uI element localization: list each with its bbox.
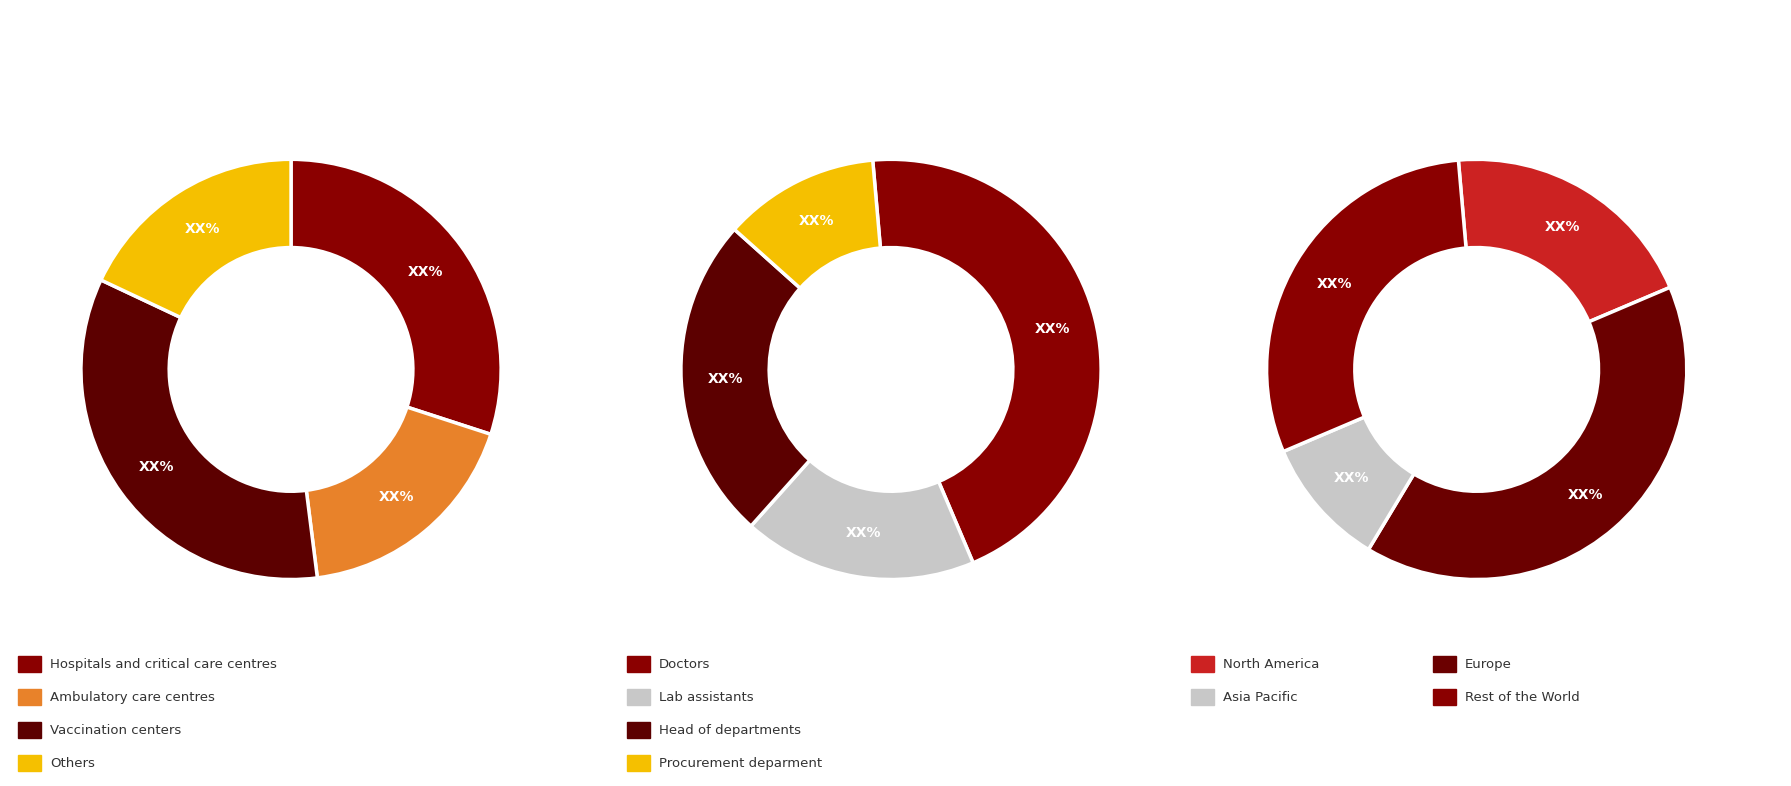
Wedge shape	[290, 160, 501, 435]
Text: Ambulatory care centres: Ambulatory care centres	[50, 691, 215, 703]
Wedge shape	[306, 407, 491, 578]
Text: Others: Others	[50, 757, 95, 769]
Text: XX%: XX%	[1334, 472, 1368, 485]
Text: Hospitals and critical care centres: Hospitals and critical care centres	[50, 658, 278, 670]
Text: XX%: XX%	[408, 265, 442, 279]
Text: Lab assistants: Lab assistants	[659, 691, 754, 703]
Text: BY REGION: BY REGION	[1410, 65, 1530, 84]
Text: XX%: XX%	[1544, 220, 1580, 234]
Bar	[1191, 656, 1214, 672]
Wedge shape	[1284, 417, 1413, 549]
Bar	[1433, 656, 1456, 672]
Text: XX%: XX%	[1316, 277, 1352, 291]
Text: XX%: XX%	[1035, 322, 1069, 336]
Text: Europe: Europe	[1465, 658, 1512, 670]
Wedge shape	[1266, 160, 1467, 451]
Bar	[1433, 689, 1456, 705]
Text: XX%: XX%	[707, 372, 743, 386]
Wedge shape	[1458, 160, 1669, 321]
Text: North America: North America	[1223, 658, 1320, 670]
Wedge shape	[734, 160, 881, 288]
Wedge shape	[81, 280, 317, 579]
Text: Asia Pacific: Asia Pacific	[1223, 691, 1298, 703]
Text: Vaccination centers: Vaccination centers	[50, 724, 181, 736]
Text: XX%: XX%	[380, 490, 414, 505]
Text: Rest of the World: Rest of the World	[1465, 691, 1580, 703]
Text: XX%: XX%	[140, 460, 174, 474]
Wedge shape	[681, 230, 810, 526]
Text: XX%: XX%	[799, 214, 835, 228]
Text: XX%: XX%	[1567, 487, 1603, 501]
Text: XX%: XX%	[845, 526, 881, 540]
Wedge shape	[1368, 288, 1687, 579]
Wedge shape	[750, 461, 973, 579]
Bar	[627, 656, 650, 672]
Text: BY END USER: BY END USER	[210, 65, 355, 84]
Bar	[18, 722, 41, 738]
Wedge shape	[872, 160, 1101, 563]
Text: Head of departments: Head of departments	[659, 724, 801, 736]
Text: Procurement deparment: Procurement deparment	[659, 757, 822, 769]
Bar	[18, 689, 41, 705]
Wedge shape	[100, 160, 292, 318]
Text: Doctors: Doctors	[659, 658, 711, 670]
Bar	[1191, 689, 1214, 705]
Bar	[18, 755, 41, 771]
Bar	[18, 656, 41, 672]
Bar	[627, 689, 650, 705]
Bar	[627, 755, 650, 771]
Bar	[627, 722, 650, 738]
Text: BY DESIGNATION: BY DESIGNATION	[793, 65, 978, 84]
Text: XX%: XX%	[184, 222, 220, 237]
